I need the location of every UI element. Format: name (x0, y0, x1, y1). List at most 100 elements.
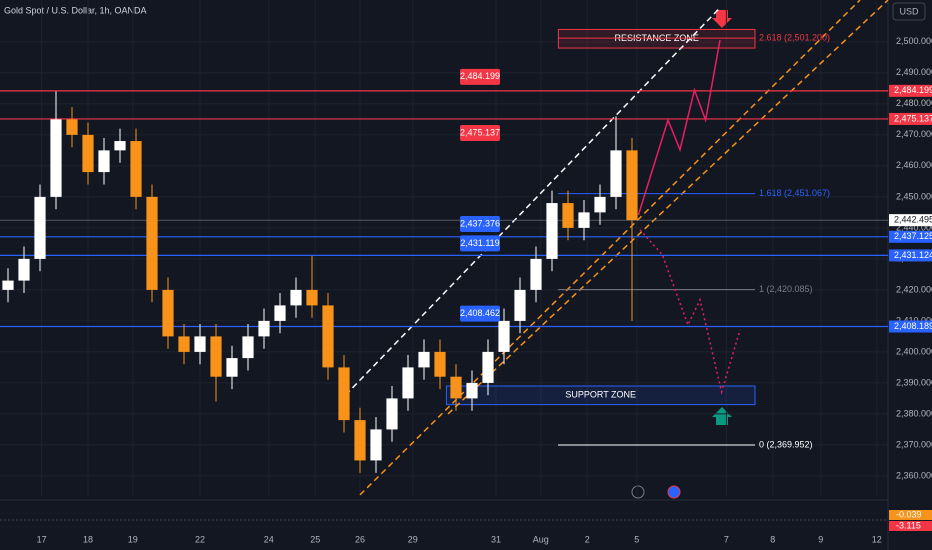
x-tick-label: 19 (128, 534, 138, 544)
candle-body (466, 382, 478, 399)
candle-body (450, 376, 462, 399)
candle-body (194, 336, 206, 352)
price-tag (460, 124, 500, 141)
axis-tag (889, 230, 932, 243)
axis-tag-label: 2,484.199 (894, 85, 932, 95)
axis-tag-label: 2,437.125 (894, 231, 932, 241)
chart-title: Gold Spot / U.S. Dollar, 1h, OANDA (4, 5, 147, 15)
x-tick-label: 9 (818, 534, 823, 544)
x-tick-label: 18 (83, 534, 93, 544)
candle-body (594, 196, 606, 213)
event-icon (631, 485, 645, 499)
candle-body (82, 134, 94, 173)
candle-body (114, 141, 126, 151)
currency: USD (899, 6, 919, 16)
x-tick-label: 25 (310, 534, 320, 544)
projection (637, 39, 721, 216)
down-arrow (712, 10, 732, 28)
fib-label: 1 (2,420.085) (759, 284, 813, 294)
oscillator-tag-label: -0.039 (896, 509, 922, 519)
price-tag-label: 2,484.199 (460, 71, 500, 81)
axis-tag (889, 112, 932, 125)
y-tick-label: 2,440.000 (896, 222, 932, 232)
candle-body (530, 258, 542, 290)
candle-body (354, 420, 366, 461)
candle-body (322, 305, 334, 368)
candle-body (578, 212, 590, 228)
candle-body (514, 289, 526, 321)
candle-body (610, 150, 622, 197)
candle-body (306, 289, 318, 306)
x-tick-label: 26 (355, 534, 365, 544)
price-tag-label: 2,431.119 (460, 238, 499, 248)
zone (557, 28, 756, 49)
candle-body (402, 367, 414, 399)
x-tick-label: Aug (533, 534, 549, 544)
price-tag (460, 235, 500, 252)
candle-body (34, 196, 46, 259)
x-tick-label: 22 (195, 534, 205, 544)
axis-tag-label: 2,475.137 (894, 113, 932, 123)
projection (639, 229, 741, 395)
candle-body (546, 203, 558, 259)
candle-body (370, 429, 382, 461)
y-tick-label: 2,360.000 (896, 470, 932, 480)
fib-label: 1.618 (2,451.067) (759, 188, 830, 198)
y-tick-label: 2,470.000 (896, 129, 932, 139)
axis-tag (889, 214, 932, 227)
candle-body (130, 141, 142, 197)
y-tick-label: 2,480.000 (896, 98, 932, 108)
x-tick-label: 2 (585, 534, 590, 544)
candle-body (258, 320, 270, 337)
x-tick-label: 7 (724, 534, 729, 544)
zone-label: SUPPORT ZONE (565, 390, 636, 400)
candle-body (626, 150, 638, 221)
candle-body (418, 351, 430, 368)
y-tick-label: 2,500.000 (896, 36, 932, 46)
candle-body (2, 280, 14, 290)
candle-body (66, 119, 78, 135)
candle-body (482, 351, 494, 383)
y-tick-label: 2,370.000 (896, 439, 932, 449)
axis-tag-label: 2,431.124 (894, 250, 932, 260)
x-tick-label: 17 (37, 534, 47, 544)
price-tag-label: 2,408.462 (460, 308, 500, 318)
x-tick-label: 12 (872, 534, 882, 544)
x-tick-label: 5 (634, 534, 639, 544)
candle-body (242, 336, 254, 359)
candle-body (50, 119, 62, 197)
y-tick-label: 2,410.000 (896, 315, 932, 325)
y-tick-label: 2,380.000 (896, 408, 932, 418)
candle-body (210, 336, 222, 377)
axis-tag-label: 2,408.189 (894, 321, 932, 331)
candle-body (178, 336, 190, 352)
candle-body (162, 289, 174, 337)
oscillator-tag (889, 521, 932, 531)
candle-body (226, 358, 238, 377)
candle-body (146, 196, 158, 290)
currency-box (892, 2, 926, 21)
price-tag (460, 216, 500, 233)
candle-body (274, 305, 286, 321)
candle-body (562, 203, 574, 228)
price-tag-label: 2,475.137 (460, 127, 500, 137)
price-tag (460, 68, 500, 85)
y-tick-label: 2,490.000 (896, 67, 932, 77)
candle-body (434, 351, 446, 377)
axis-tag (889, 249, 932, 262)
x-tick-label: 8 (770, 534, 775, 544)
candle-body (386, 398, 398, 430)
candle-body (498, 320, 510, 352)
x-tick-label: 31 (491, 534, 501, 544)
axis-tag (889, 320, 932, 333)
oscillator-tag-label: -3.115 (896, 520, 921, 530)
channel-line (447, 0, 889, 415)
candle-body (18, 258, 30, 281)
y-tick-label: 2,460.000 (896, 160, 932, 170)
zone (445, 385, 756, 406)
candle-body (338, 367, 350, 421)
channel-line (359, 0, 861, 496)
axis-tag-label: 2,442.495 (894, 215, 932, 225)
